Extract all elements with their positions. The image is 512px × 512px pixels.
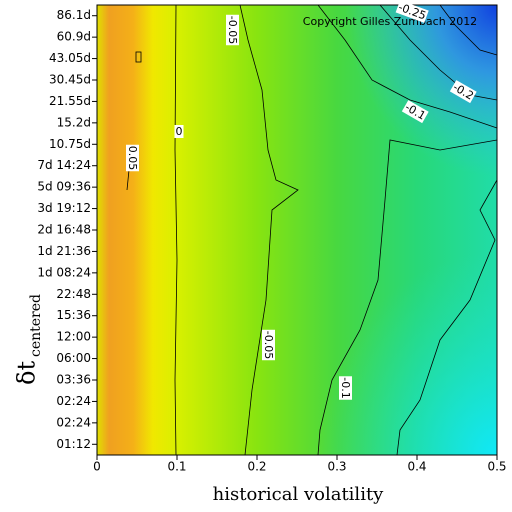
y-tick-label: 43.05d xyxy=(49,51,91,65)
contour-label-box xyxy=(339,376,352,400)
contour-label-box xyxy=(449,80,477,104)
contour-label-text: 0.05 xyxy=(126,146,139,171)
y-tick-label: 5d 09:36 xyxy=(37,180,91,194)
contour-label-box xyxy=(401,100,429,124)
y-tick-label: 12:00 xyxy=(56,330,91,344)
y-tick-label: 02:24 xyxy=(56,394,91,408)
y-tick-label: 3d 19:12 xyxy=(37,201,91,215)
contour-label-text: 0 xyxy=(176,125,183,138)
y-tick-label: 1d 21:36 xyxy=(37,244,91,258)
y-tick-label: 86.1d xyxy=(57,8,91,22)
y-tick-label: 15.2d xyxy=(57,115,91,129)
y-label-main: δt xyxy=(13,361,41,385)
x-tick-label: 0.2 xyxy=(247,460,266,474)
x-tick-label: 0.5 xyxy=(487,460,506,474)
plot-background xyxy=(97,5,497,455)
contour-label-text: -0.1 xyxy=(339,377,352,398)
x-tick-label: 0.3 xyxy=(327,460,346,474)
y-tick-label: 60.9d xyxy=(57,30,91,44)
y-tick-label: 21.55d xyxy=(49,94,91,108)
y-tick-label: 15:36 xyxy=(56,308,91,322)
y-tick-label: 1d 08:24 xyxy=(37,265,91,279)
y-tick-label: 03:36 xyxy=(56,373,91,387)
contour-label-box xyxy=(226,14,239,46)
y-tick-label: 10.75d xyxy=(49,137,91,151)
x-tick-label: 0.4 xyxy=(407,460,426,474)
y-tick-label: 30.45d xyxy=(49,73,91,87)
contour-label-box xyxy=(174,125,184,138)
contour-label-text: -0.05 xyxy=(262,331,275,359)
y-tick-label: 7d 14:24 xyxy=(37,158,91,172)
contour-label: -0.05 xyxy=(262,329,275,361)
contour-label: -0.1 xyxy=(339,376,352,400)
contour-label: -0.05 xyxy=(226,14,239,46)
contour-label-box xyxy=(262,329,275,361)
x-tick-label: 0 xyxy=(93,460,101,474)
y-tick-label: 06:00 xyxy=(56,351,91,365)
contour-label-text: -0.05 xyxy=(226,16,239,44)
contour-label-box xyxy=(126,144,139,172)
y-tick-label: 2d 16:48 xyxy=(37,223,91,237)
y-tick-label: 01:12 xyxy=(56,437,91,451)
contour-label: 0 xyxy=(174,125,184,138)
copyright: Copyright Gilles Zumbach 2012 xyxy=(303,15,477,28)
x-tick-label: 0.1 xyxy=(167,460,186,474)
contour-label-box xyxy=(395,0,429,23)
x-axis-label: historical volatility xyxy=(213,484,385,505)
y-tick-label: 22:48 xyxy=(56,287,91,301)
y-axis-label: δt centered xyxy=(13,294,45,385)
y-tick-label: 02:24 xyxy=(56,415,91,429)
y-label-sub: centered xyxy=(28,294,44,357)
contour-label: 0.05 xyxy=(126,144,139,172)
